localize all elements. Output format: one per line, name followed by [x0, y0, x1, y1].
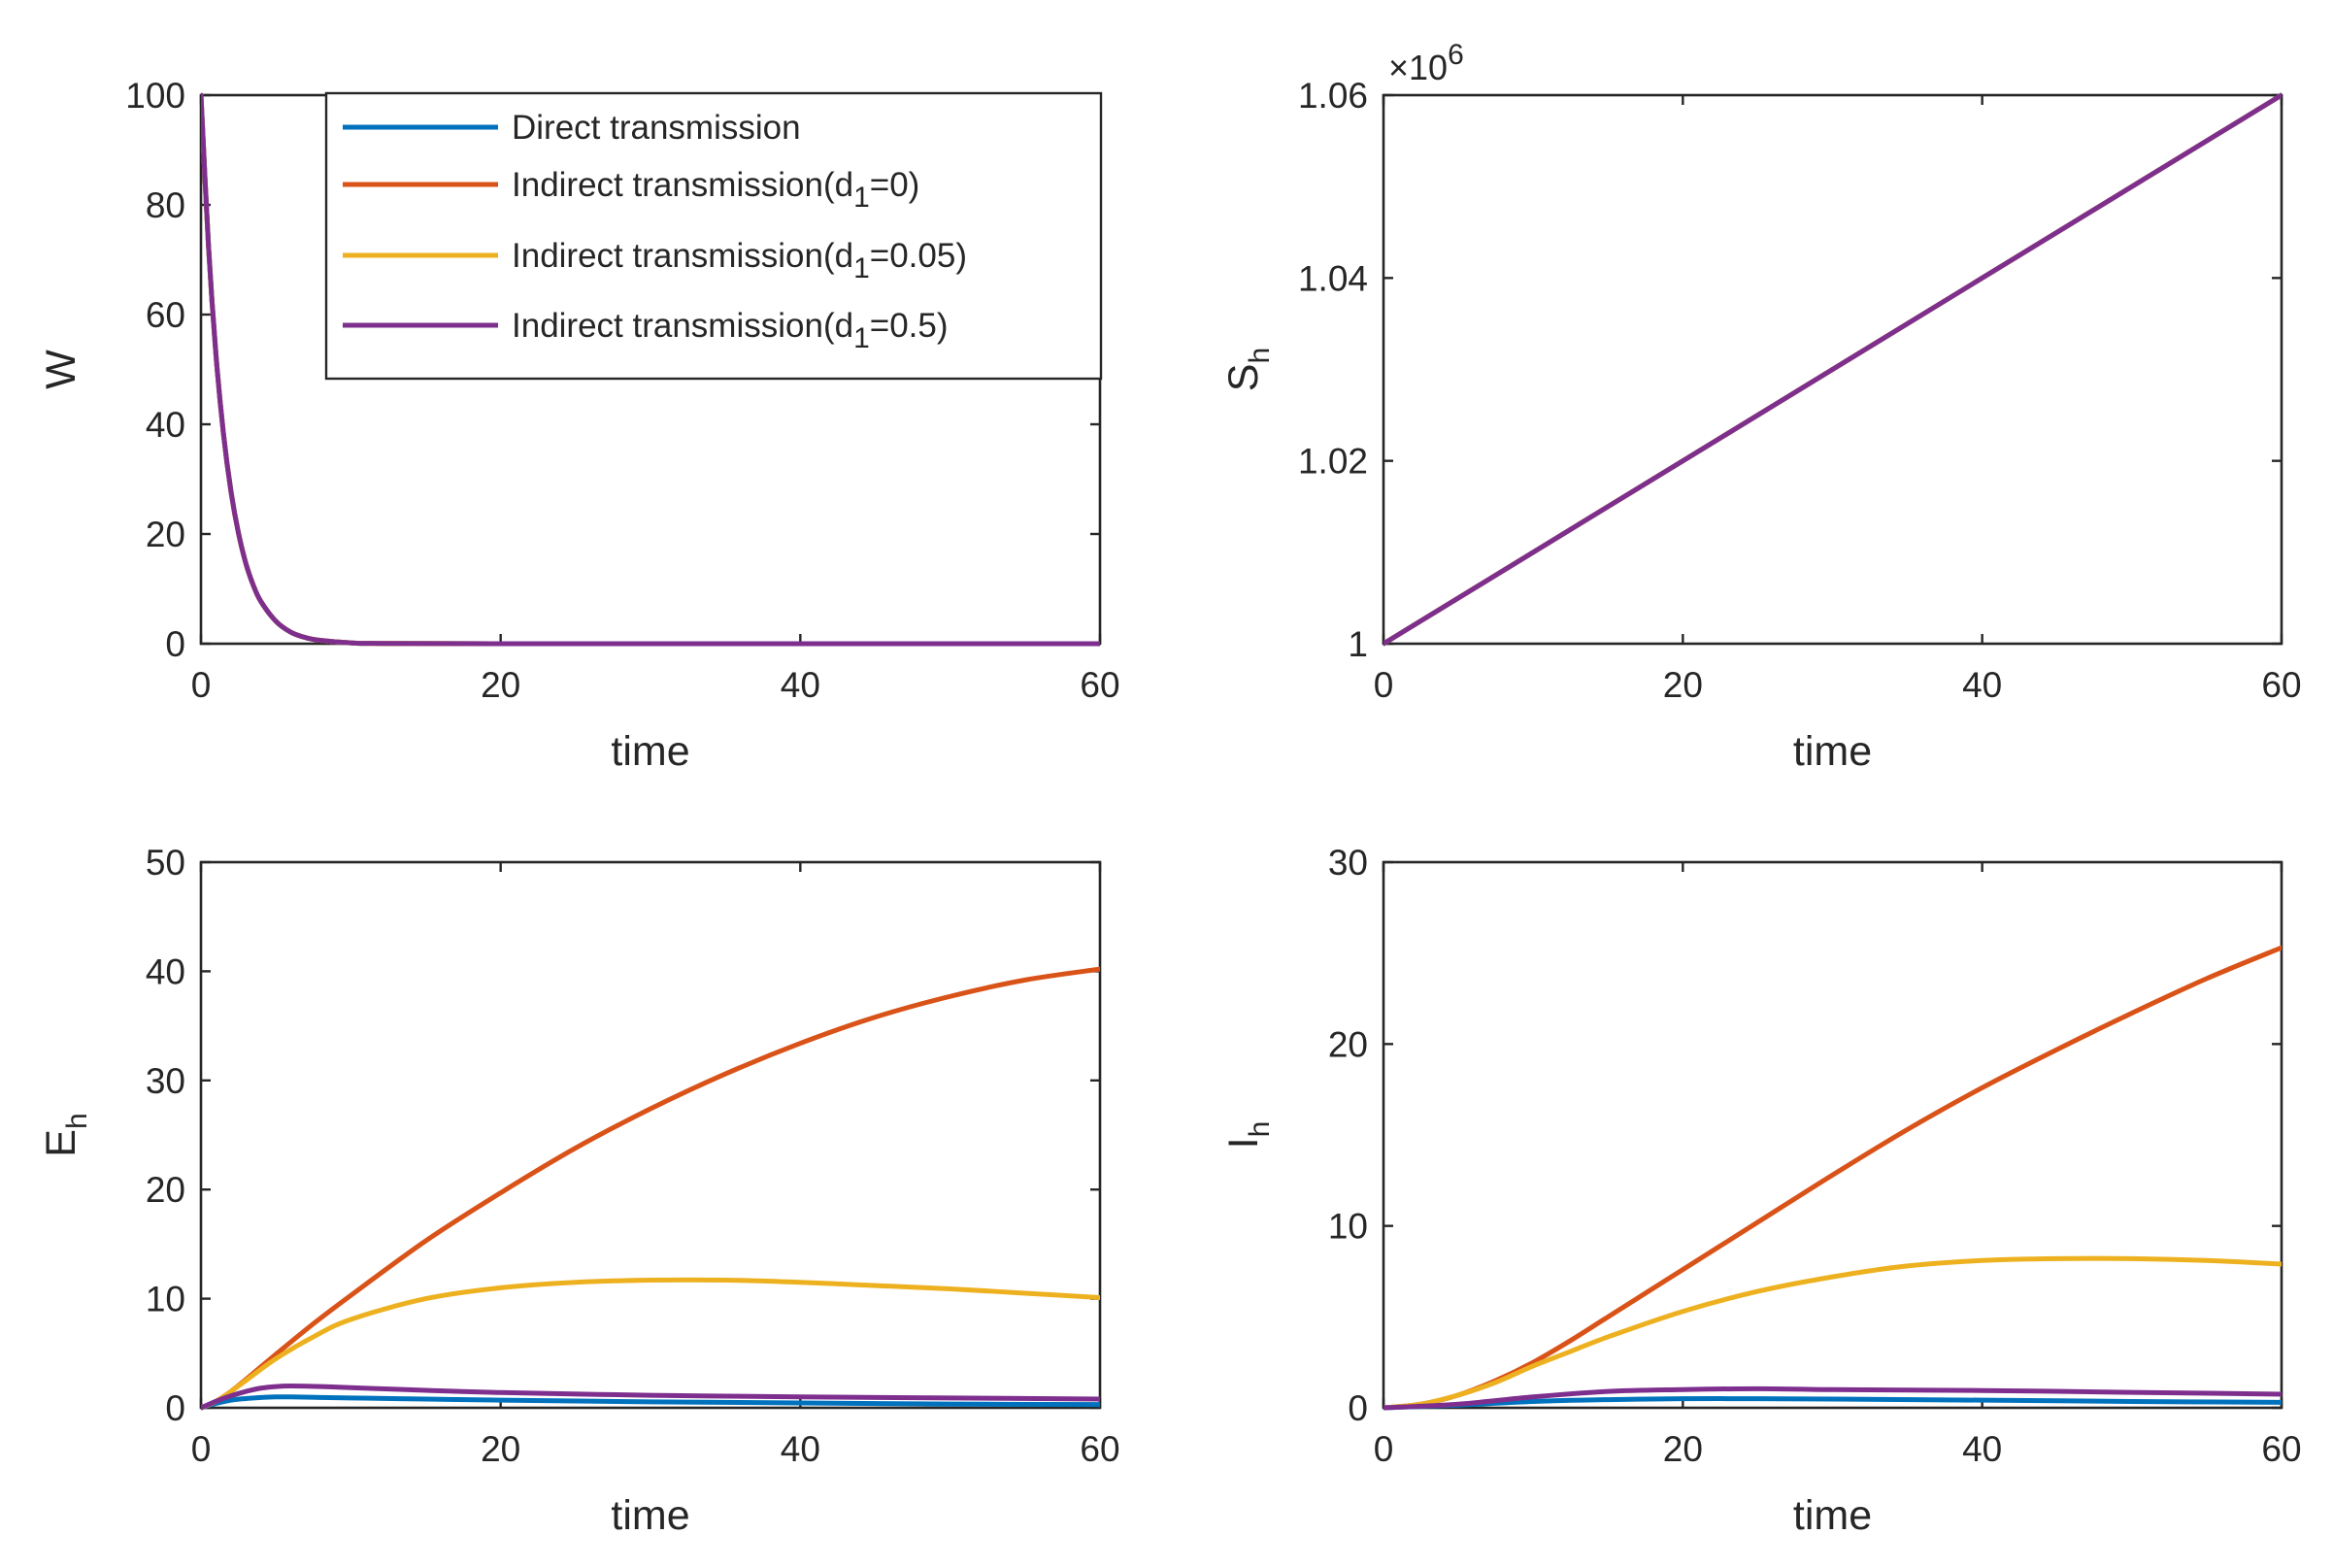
x-tick-label: 60 [1080, 1429, 1119, 1469]
chart-panel-w: 0 20 40 60 0 20 40 60 80 100 time W Direct transmiss… [38, 76, 1120, 775]
series-group [1383, 945, 2282, 1411]
y-tick-label: 1.02 [1298, 442, 1368, 482]
text-part: h [1244, 1121, 1276, 1138]
x-tick-label: 0 [1374, 665, 1394, 705]
x-tick-label: 0 [191, 1429, 212, 1469]
y-tick-label: 1.06 [1298, 76, 1368, 116]
legend: Direct transmission Indirect transmission… [324, 91, 1103, 381]
x-tick-label: 20 [481, 665, 520, 705]
y-tick-label: 20 [146, 515, 185, 554]
y-axis-label: Eh [38, 1113, 93, 1156]
x-axis-label: time [611, 1492, 689, 1539]
y-tick-label: 0 [1348, 1388, 1368, 1428]
series-line-indirect-d05 [1383, 1385, 2282, 1411]
x-tick-label: 60 [1080, 665, 1119, 705]
text-part: Indirect transmission(d [512, 307, 853, 345]
x-tick-label: 40 [1962, 1429, 2002, 1469]
x-tick-label: 60 [2261, 1429, 2301, 1469]
series-group [201, 966, 1100, 1411]
plot-area-frame [1382, 860, 2283, 1410]
text-part: 1 [853, 252, 870, 284]
series-line-indirect-d05 [201, 1384, 1100, 1411]
legend-entry-label: Indirect transmission(d1=0) [512, 166, 919, 214]
series-group [201, 92, 1100, 647]
text-part: I [1220, 1137, 1267, 1149]
text-part: h [1244, 348, 1276, 364]
text-part: Direct transmission [512, 109, 801, 147]
x-tick-label: 40 [781, 665, 820, 705]
y-tick-label: 40 [146, 951, 185, 991]
text-part: W [38, 350, 84, 389]
x-tick-label: 20 [1663, 1429, 1703, 1469]
chart-panel-sh: 0 20 40 60 1 1.02 1.04 1.06 time Sh ×106 [1220, 39, 2302, 775]
legend-entry-label: Direct transmission [512, 109, 801, 147]
series-line-indirect-d05 [201, 92, 1100, 647]
y-tick-label: 30 [146, 1061, 185, 1101]
text-part: E [38, 1129, 84, 1157]
series-group [1383, 92, 2282, 647]
y-axis-label: Sh [1220, 348, 1276, 391]
series-line-indirect-d05 [1383, 92, 2282, 647]
plot-area-frame [199, 860, 1102, 1410]
text-part: 1 [853, 322, 870, 354]
y-tick-label: 40 [146, 405, 185, 445]
text-part: =0) [870, 166, 920, 204]
y-tick-label: 1 [1348, 624, 1368, 664]
x-axis-label: time [1793, 728, 1872, 775]
series-line-indirect-d005 [201, 1277, 1100, 1411]
x-tick-label: 60 [2261, 665, 2301, 705]
x-axis-label: time [1793, 1492, 1872, 1539]
series-line-indirect-d005 [1383, 1255, 2282, 1411]
x-tick-label: 20 [481, 1429, 520, 1469]
text-part: Indirect transmission(d [512, 237, 853, 275]
y-tick-label: 0 [165, 624, 185, 664]
x-tick-label: 0 [191, 665, 212, 705]
chart-panel-eh: 0 20 40 60 0 10 20 30 40 50 time Eh [38, 843, 1120, 1539]
y-axis-label: W [38, 350, 84, 389]
text-part: =0.05) [870, 237, 967, 275]
x-tick-label: 40 [1962, 665, 2002, 705]
text-part: Indirect transmission(d [512, 166, 853, 204]
y-axis-label: Ih [1220, 1121, 1276, 1150]
y-tick-label: 10 [146, 1280, 185, 1319]
y-tick-label: 20 [1328, 1024, 1368, 1064]
legend-entry-label: Indirect transmission(d1=0.5) [512, 307, 949, 354]
series-line-direct [201, 1394, 1100, 1411]
y-tick-label: 30 [1328, 843, 1368, 883]
x-tick-label: 20 [1663, 665, 1703, 705]
y-tick-label: 1.04 [1298, 258, 1368, 298]
text-part: ×10 [1388, 48, 1448, 87]
y-tick-label: 60 [146, 295, 185, 335]
text-part: 1 [853, 182, 870, 214]
text-part: h [61, 1113, 93, 1129]
y-axis-exponent-label: ×106 [1388, 39, 1464, 87]
text-part: 6 [1448, 39, 1464, 71]
y-tick-label: 50 [146, 843, 185, 883]
legend-box [324, 91, 1103, 381]
y-tick-label: 0 [165, 1388, 185, 1428]
y-tick-label: 20 [146, 1170, 185, 1210]
y-tick-label: 10 [1328, 1207, 1368, 1247]
legend-entry-label: Indirect transmission(d1=0.05) [512, 237, 967, 284]
y-tick-label: 80 [146, 185, 185, 225]
y-tick-label: 100 [125, 76, 185, 116]
chart-panel-ih: 0 20 40 60 0 10 20 30 time Ih [1220, 843, 2302, 1539]
x-tick-label: 0 [1374, 1429, 1394, 1469]
x-tick-label: 40 [781, 1429, 820, 1469]
text-part: =0.5) [870, 307, 949, 345]
text-part: S [1220, 364, 1267, 392]
plot-area-frame [1382, 93, 2283, 646]
series-line-direct [1383, 1396, 2282, 1411]
x-axis-label: time [611, 728, 689, 775]
